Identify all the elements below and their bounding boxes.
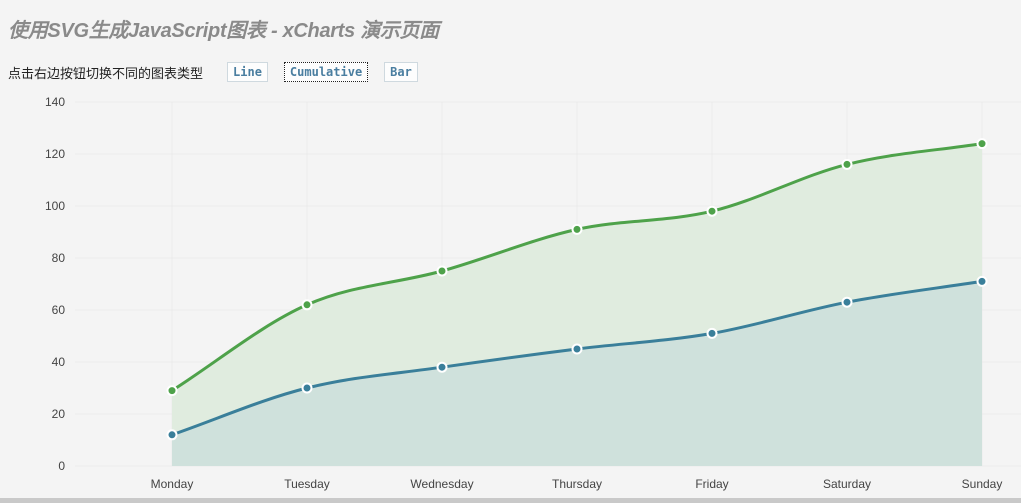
cumulative-chart-button[interactable]: Cumulative — [283, 62, 369, 82]
chart-type-toolbar: 点击右边按钮切换不同的图表类型 Line Cumulative Bar — [8, 62, 434, 82]
y-tick-label: 0 — [58, 459, 65, 473]
series-2-point — [436, 265, 448, 277]
y-tick-label: 120 — [45, 147, 65, 161]
y-tick-label: 100 — [45, 199, 65, 213]
series-2-point — [976, 138, 988, 150]
bar-chart-button[interactable]: Bar — [384, 62, 418, 82]
x-tick-label: Saturday — [823, 477, 871, 491]
bottom-scrollbar — [0, 498, 1021, 503]
series-1-area — [172, 281, 982, 466]
x-tick-label: Friday — [695, 477, 728, 491]
x-tick-label: Wednesday — [410, 477, 473, 491]
y-tick-label: 140 — [45, 95, 65, 109]
cumulative-area-chart: 0 20 40 60 80 100 120 140 Monday Tuesday Wednesday… — [45, 95, 1021, 491]
y-tick-label: 60 — [52, 303, 66, 317]
series-2-point — [301, 299, 313, 311]
x-tick-label: Monday — [151, 477, 194, 491]
series-1-point — [571, 343, 583, 355]
toolbar-label: 点击右边按钮切换不同的图表类型 — [8, 65, 204, 81]
series-2-point — [706, 205, 718, 217]
x-tick-label: Thursday — [552, 477, 602, 491]
series-1-point — [976, 275, 988, 287]
series-1-point — [301, 382, 313, 394]
y-tick-label: 40 — [52, 355, 66, 369]
page-title: 使用SVG生成JavaScript图表 - xCharts 演示页面 — [8, 20, 440, 42]
y-tick-label: 80 — [52, 251, 66, 265]
series-2-point — [166, 385, 178, 397]
series-1-point — [841, 296, 853, 308]
y-tick-label: 20 — [52, 407, 66, 421]
series-1-point — [166, 429, 178, 441]
x-tick-label: Tuesday — [284, 477, 330, 491]
series-1-point — [436, 361, 448, 373]
chart-area: 0 20 40 60 80 100 120 140 Monday Tuesday Wednesday… — [0, 90, 1021, 503]
x-tick-label: Sunday — [962, 477, 1003, 491]
line-chart-button[interactable]: Line — [227, 62, 268, 82]
series-1-point — [706, 327, 718, 339]
series-2-point — [841, 158, 853, 170]
series-2-point — [571, 223, 583, 235]
